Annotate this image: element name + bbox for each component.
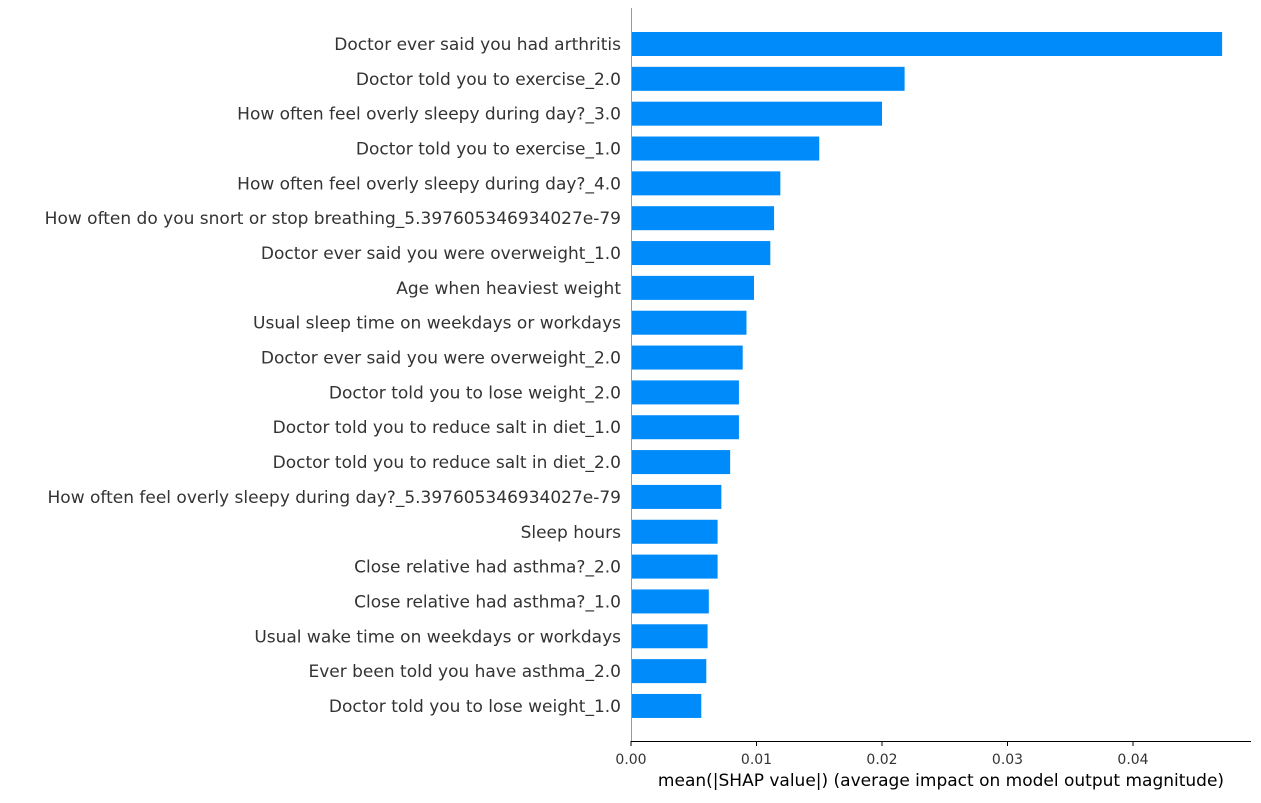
bars-group [631, 32, 1223, 718]
category-label: Doctor told you to lose weight_2.0 [329, 383, 621, 403]
bar [631, 589, 709, 614]
bar [631, 32, 1223, 56]
category-label: Age when heaviest weight [396, 279, 621, 299]
category-label: Usual sleep time on weekdays or workdays [253, 314, 621, 334]
bar [631, 66, 905, 91]
bar [631, 484, 722, 509]
category-label: Doctor told you to exercise_2.0 [356, 70, 621, 90]
category-label: Close relative had asthma?_2.0 [354, 558, 621, 578]
category-label: Usual wake time on weekdays or workdays [254, 627, 621, 647]
category-label: Doctor ever said you were overweight_2.0 [261, 349, 621, 369]
category-label: Doctor ever said you were overweight_1.0 [261, 244, 621, 264]
bar [631, 554, 718, 579]
bar [631, 136, 820, 161]
bar [631, 310, 747, 335]
category-label: Doctor told you to reduce salt in diet_2… [273, 453, 621, 473]
category-label: Doctor told you to exercise_1.0 [356, 140, 621, 160]
category-label: How often feel overly sleepy during day?… [48, 488, 621, 508]
x-tick-label: 0.00 [615, 752, 646, 768]
bar [631, 693, 702, 718]
category-label: Doctor ever said you had arthritis [334, 35, 621, 55]
category-label: Doctor told you to reduce salt in diet_1… [273, 418, 621, 438]
category-label: How often do you snort or stop breathing… [45, 209, 621, 229]
category-label: Ever been told you have asthma_2.0 [308, 662, 621, 682]
category-label: Close relative had asthma?_1.0 [354, 592, 621, 612]
bar [631, 171, 781, 196]
bar [631, 241, 771, 266]
category-label: Doctor told you to lose weight_1.0 [329, 697, 621, 717]
bar [631, 450, 731, 475]
bar [631, 101, 883, 126]
x-tick-label: 0.01 [741, 752, 772, 768]
x-tick-label: 0.02 [866, 752, 897, 768]
bar [631, 659, 707, 684]
bar [631, 345, 743, 370]
bar [631, 519, 718, 544]
bar [631, 380, 739, 405]
x-ticks-group: 0.00 0.01 0.02 0.03 0.04 [615, 741, 1149, 768]
category-labels-group: Doctor ever said you had arthritis Doctor… [45, 35, 622, 717]
bar [631, 275, 754, 300]
category-label: Sleep hours [521, 523, 622, 543]
x-tick-label: 0.04 [1117, 752, 1148, 768]
x-axis-title: mean(|SHAP value|) (average impact on mo… [658, 771, 1224, 791]
bar [631, 624, 708, 649]
x-tick-label: 0.03 [992, 752, 1023, 768]
category-label: How often feel overly sleepy during day?… [237, 105, 621, 125]
category-label: How often feel overly sleepy during day?… [237, 174, 621, 194]
bar [631, 415, 739, 440]
bar [631, 206, 775, 231]
